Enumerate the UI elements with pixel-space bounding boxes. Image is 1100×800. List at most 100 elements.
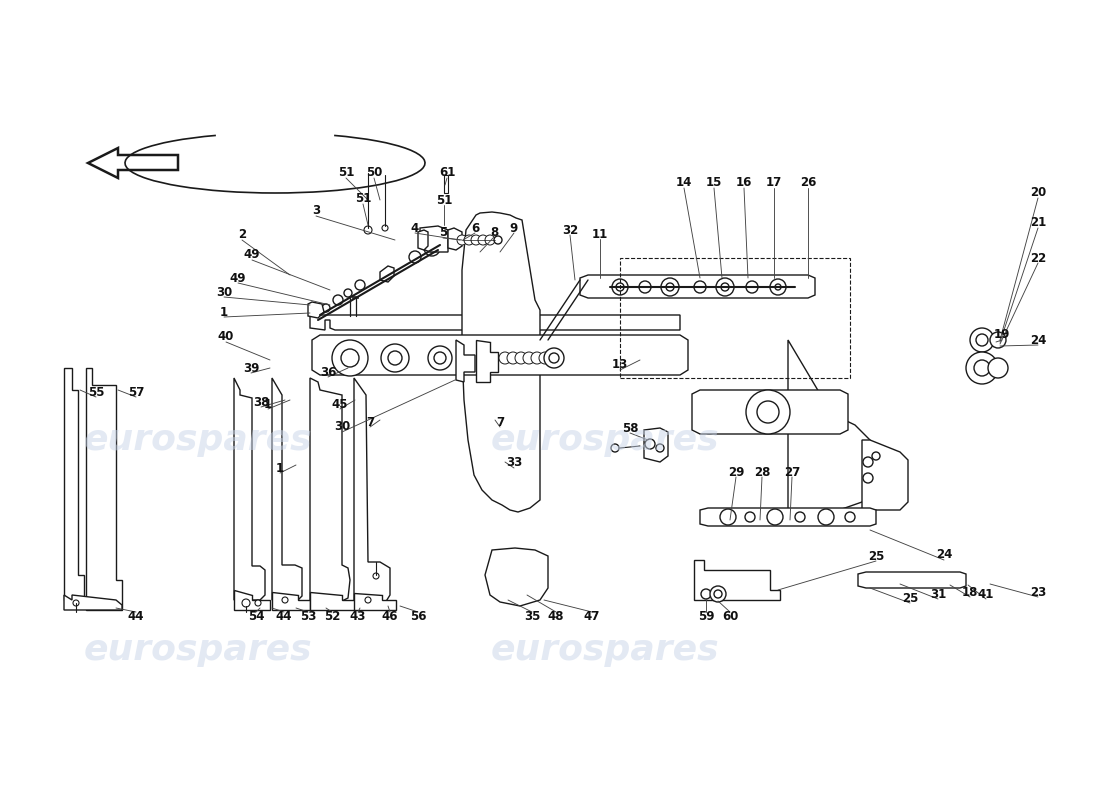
Polygon shape (64, 368, 84, 600)
Text: 36: 36 (320, 366, 337, 378)
Bar (444, 175, 448, 193)
Text: 43: 43 (350, 610, 366, 623)
Text: 4: 4 (411, 222, 419, 234)
Text: 19: 19 (993, 329, 1010, 342)
Circle shape (73, 600, 79, 606)
Circle shape (970, 328, 994, 352)
Text: 29: 29 (728, 466, 745, 478)
Polygon shape (644, 428, 668, 462)
Circle shape (701, 589, 711, 599)
Text: 31: 31 (930, 587, 946, 601)
Polygon shape (312, 335, 688, 375)
Text: 24: 24 (1030, 334, 1046, 346)
Text: 28: 28 (754, 466, 770, 478)
Text: 55: 55 (88, 386, 104, 398)
Circle shape (424, 240, 440, 256)
Bar (352, 296, 358, 298)
Text: 25: 25 (902, 591, 918, 605)
Circle shape (864, 473, 873, 483)
Polygon shape (858, 572, 966, 588)
Circle shape (757, 401, 779, 423)
Circle shape (645, 439, 654, 449)
Polygon shape (692, 390, 848, 434)
Text: 21: 21 (1030, 217, 1046, 230)
Circle shape (767, 509, 783, 525)
Polygon shape (418, 230, 428, 250)
Text: 56: 56 (409, 610, 427, 623)
Circle shape (485, 235, 495, 245)
Text: 51: 51 (338, 166, 354, 178)
Circle shape (666, 283, 674, 291)
Circle shape (818, 509, 834, 525)
Circle shape (776, 284, 781, 290)
Text: 7: 7 (496, 415, 504, 429)
Circle shape (716, 278, 734, 296)
Circle shape (610, 444, 619, 452)
Circle shape (381, 344, 409, 372)
Text: 5: 5 (439, 226, 447, 239)
Text: 50: 50 (366, 166, 382, 178)
Circle shape (988, 358, 1008, 378)
Circle shape (612, 279, 628, 295)
Polygon shape (462, 212, 540, 512)
Circle shape (373, 573, 380, 579)
Text: eurospares: eurospares (491, 633, 719, 667)
Circle shape (544, 348, 564, 368)
Text: 1: 1 (264, 398, 272, 410)
Text: eurospares: eurospares (84, 423, 312, 457)
Circle shape (694, 281, 706, 293)
Polygon shape (354, 593, 396, 610)
Circle shape (549, 353, 559, 363)
Circle shape (974, 360, 990, 376)
Text: 41: 41 (978, 587, 994, 601)
Circle shape (499, 352, 512, 364)
Text: 27: 27 (784, 466, 800, 478)
Text: 49: 49 (244, 249, 261, 262)
Text: 15: 15 (706, 177, 723, 190)
Text: 49: 49 (230, 271, 246, 285)
Circle shape (322, 304, 330, 312)
Circle shape (746, 281, 758, 293)
Circle shape (494, 236, 502, 244)
Circle shape (522, 352, 535, 364)
Circle shape (515, 352, 527, 364)
Text: 52: 52 (323, 610, 340, 623)
Text: 33: 33 (506, 457, 522, 470)
Circle shape (746, 390, 790, 434)
Text: 20: 20 (1030, 186, 1046, 199)
Polygon shape (788, 340, 870, 516)
Text: 58: 58 (621, 422, 638, 434)
Circle shape (531, 352, 543, 364)
Circle shape (770, 279, 786, 295)
Polygon shape (64, 595, 122, 610)
Text: 1: 1 (276, 462, 284, 474)
Polygon shape (310, 315, 680, 330)
Circle shape (434, 352, 446, 364)
Text: 30: 30 (334, 421, 350, 434)
Text: 44: 44 (276, 610, 293, 623)
Polygon shape (310, 378, 350, 602)
Text: 60: 60 (722, 610, 738, 623)
Circle shape (507, 352, 519, 364)
Polygon shape (379, 266, 394, 282)
Text: 2: 2 (238, 227, 246, 241)
Circle shape (714, 590, 722, 598)
Polygon shape (88, 148, 178, 178)
Circle shape (428, 244, 436, 252)
Text: 44: 44 (128, 610, 144, 623)
Circle shape (242, 599, 250, 607)
Text: 14: 14 (675, 177, 692, 190)
Text: 6: 6 (471, 222, 480, 234)
Text: eurospares: eurospares (491, 423, 719, 457)
Text: 16: 16 (736, 177, 752, 190)
Text: 59: 59 (697, 610, 714, 623)
Circle shape (382, 225, 388, 231)
Text: 1: 1 (220, 306, 228, 318)
Text: 13: 13 (612, 358, 628, 371)
Circle shape (990, 332, 1006, 348)
Text: 57: 57 (128, 386, 144, 398)
Circle shape (344, 289, 352, 297)
Polygon shape (86, 368, 122, 610)
Text: 54: 54 (248, 610, 264, 623)
Polygon shape (580, 275, 815, 298)
